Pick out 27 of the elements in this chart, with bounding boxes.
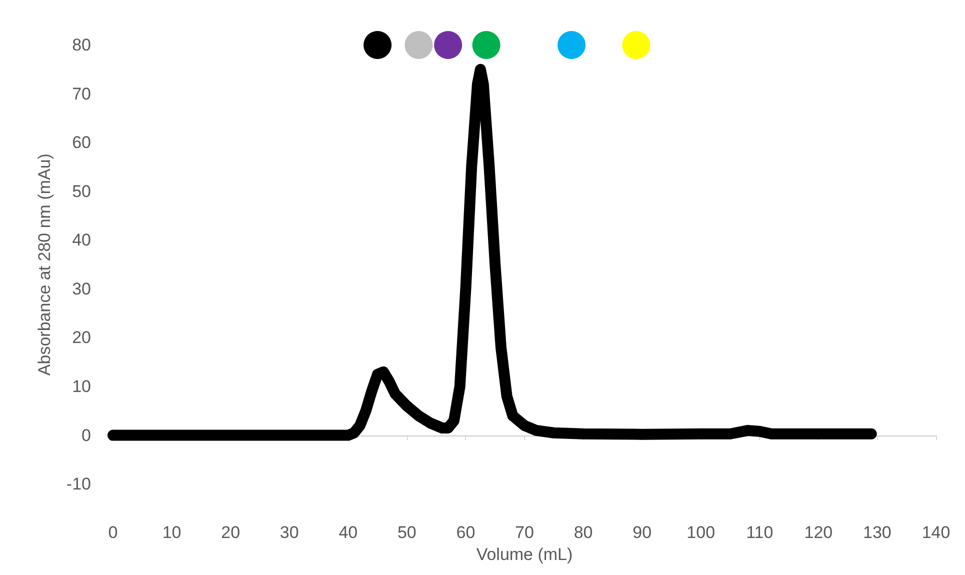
x-tick-label: 20 <box>221 523 240 542</box>
x-tick-label: 90 <box>632 523 652 542</box>
y-tick-label: 20 <box>72 328 91 348</box>
x-tick-label: 0 <box>108 523 118 542</box>
x-tick-label: 80 <box>574 523 593 542</box>
x-tick-label: 10 <box>162 523 182 542</box>
x-tick-label: 140 <box>922 523 950 542</box>
x-tick-label: 120 <box>804 523 833 542</box>
y-tick-label: 30 <box>72 279 91 298</box>
x-tick-label: 70 <box>515 523 534 542</box>
y-tick-label: 60 <box>72 133 91 152</box>
x-tick-label: 30 <box>280 523 299 542</box>
x-axis-title: Volume (mL) <box>476 545 573 564</box>
y-tick-label: 80 <box>72 36 91 54</box>
y-axis-title: Absorbance at 280 nm (mAu) <box>35 154 54 376</box>
x-tick-label: 40 <box>338 523 358 542</box>
y-tick-label: 40 <box>72 230 91 250</box>
x-tick-label: 100 <box>686 523 716 542</box>
y-tick-label: -10 <box>66 474 91 494</box>
x-tick-label: 60 <box>456 523 476 542</box>
x-tick-label: 110 <box>746 523 774 542</box>
y-tick-label: 10 <box>72 377 91 396</box>
y-tick-label: 0 <box>82 426 91 445</box>
y-tick-label: 70 <box>72 84 91 104</box>
x-tick-label: 50 <box>397 523 416 542</box>
y-tick-label: 50 <box>72 182 91 201</box>
x-tick-label: 130 <box>863 523 892 542</box>
